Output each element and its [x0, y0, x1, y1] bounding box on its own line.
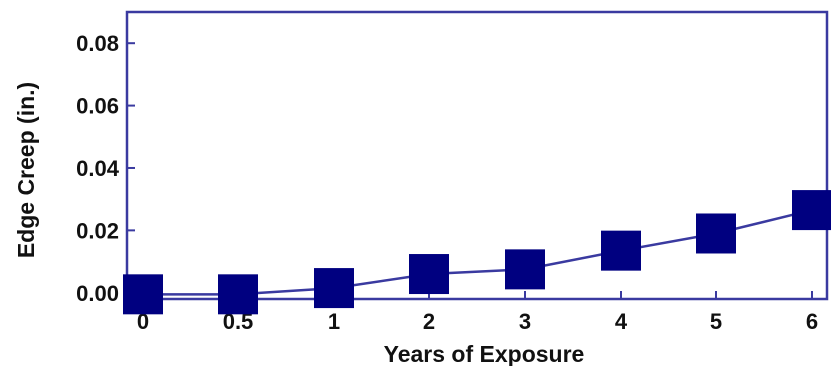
data-point-marker — [696, 213, 736, 254]
y-tick-label: 0.02 — [76, 218, 119, 243]
x-tick-label: 4 — [615, 309, 628, 334]
x-tick-label: 5 — [710, 309, 722, 334]
data-point-marker — [409, 254, 449, 295]
data-point-marker — [505, 249, 545, 290]
x-tick-label: 2 — [423, 309, 435, 334]
y-axis-label: Edge Creep (in.) — [13, 82, 39, 258]
x-tick-label: 1 — [328, 309, 340, 334]
data-point-marker — [218, 274, 258, 315]
y-tick-label: 0.08 — [76, 31, 119, 56]
x-tick-label: 0 — [137, 309, 149, 334]
y-tick-label: 0.00 — [76, 281, 119, 306]
plot-frame — [125, 10, 829, 301]
data-point-marker — [792, 190, 831, 231]
x-tick-label: 6 — [806, 309, 818, 334]
data-point-marker — [314, 268, 354, 309]
y-tick-label: 0.04 — [76, 156, 120, 181]
y-tick-label: 0.06 — [76, 94, 119, 119]
x-axis-label: Years of Exposure — [384, 341, 585, 366]
data-point-marker — [601, 230, 641, 271]
x-tick-label: 3 — [519, 309, 531, 334]
data-point-marker — [123, 274, 163, 315]
series-layer — [123, 190, 831, 315]
y-axis-ticks: 0.00 0.02 0.04 0.06 0.08 — [76, 31, 135, 306]
